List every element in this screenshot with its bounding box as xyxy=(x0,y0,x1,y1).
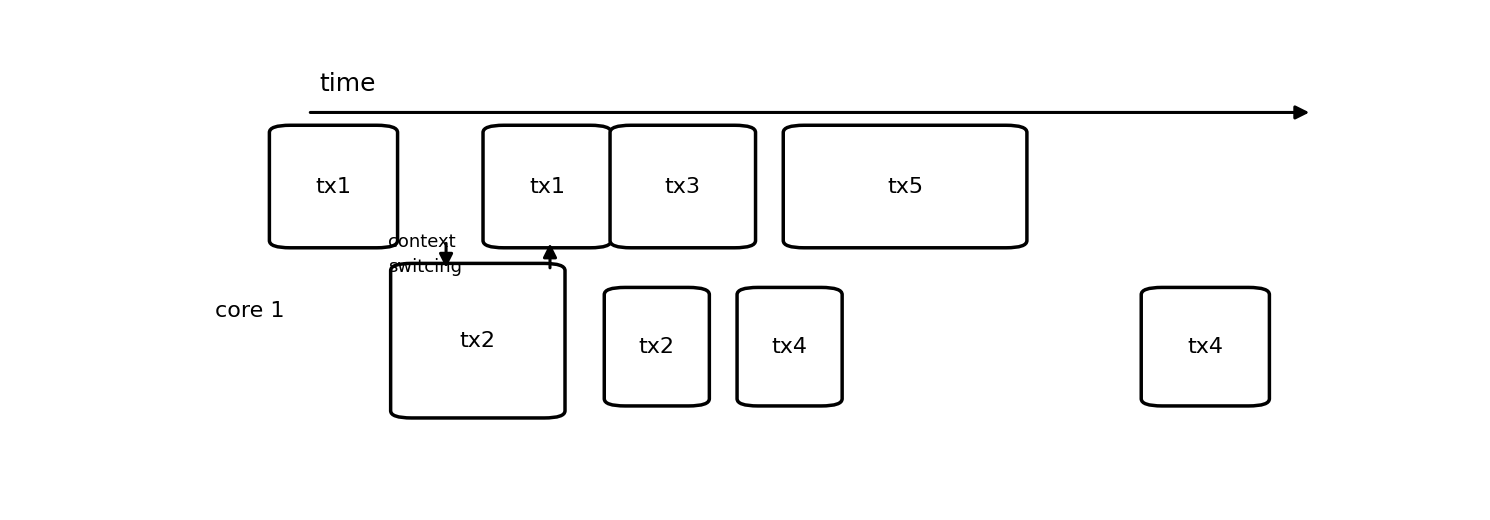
Text: time: time xyxy=(319,72,375,96)
Text: tx2: tx2 xyxy=(460,331,496,350)
FancyBboxPatch shape xyxy=(390,264,565,418)
Text: tx1: tx1 xyxy=(529,176,565,197)
FancyBboxPatch shape xyxy=(1141,288,1269,406)
Text: tx4: tx4 xyxy=(772,336,808,357)
Text: context
switcing: context switcing xyxy=(389,233,462,276)
FancyBboxPatch shape xyxy=(605,288,709,406)
Text: tx1: tx1 xyxy=(316,176,352,197)
FancyBboxPatch shape xyxy=(784,125,1027,248)
Text: tx4: tx4 xyxy=(1188,336,1223,357)
Text: tx2: tx2 xyxy=(639,336,675,357)
Text: tx5: tx5 xyxy=(887,176,924,197)
FancyBboxPatch shape xyxy=(483,125,611,248)
FancyBboxPatch shape xyxy=(609,125,755,248)
Text: tx3: tx3 xyxy=(665,176,700,197)
FancyBboxPatch shape xyxy=(270,125,398,248)
Text: core 1: core 1 xyxy=(215,301,285,321)
FancyBboxPatch shape xyxy=(738,288,842,406)
